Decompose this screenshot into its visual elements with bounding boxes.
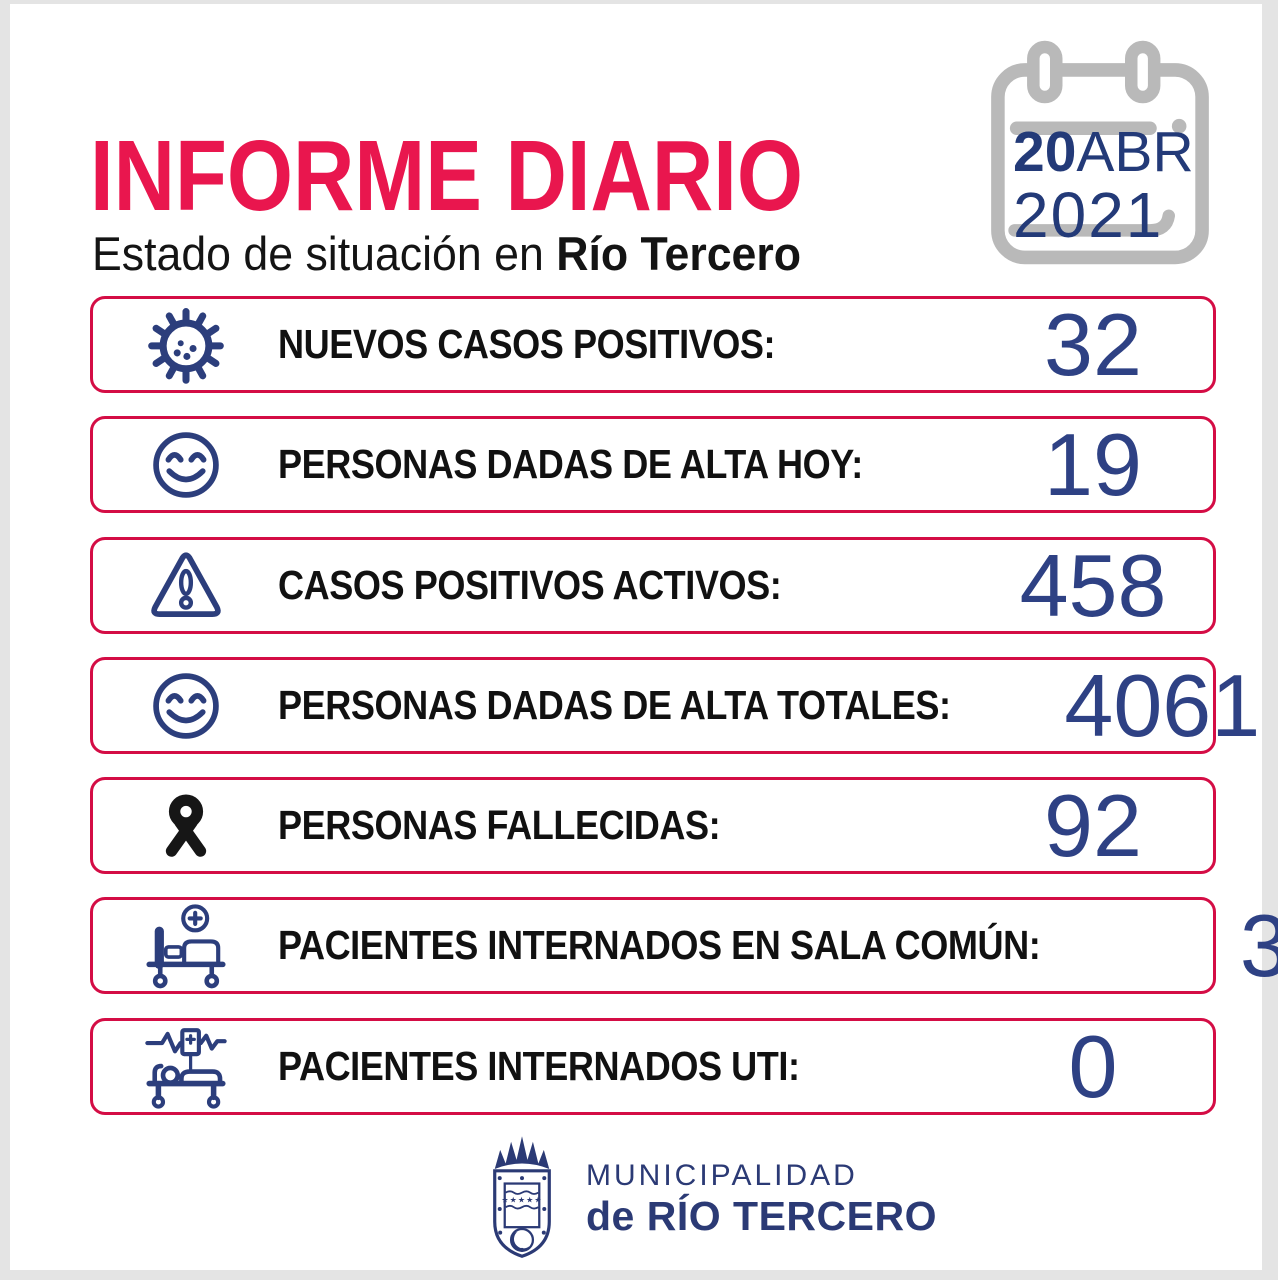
stat-value: 32 [1044,294,1142,394]
stat-label: PERSONAS DADAS DE ALTA TOTALES: [278,682,951,728]
subtitle-prefix: Estado de situación en [92,227,557,280]
subtitle-city: Río Tercero [556,227,802,280]
smiley-icon [93,421,278,509]
stat-value: 3 [1239,895,1278,995]
white-canvas: INFORME DIARIO Estado de situación en Rí… [10,4,1278,1270]
virus-icon [93,301,278,389]
calendar-icon [991,40,1209,265]
stat-label: PERSONAS FALLECIDAS: [278,802,721,848]
municipality-name: MUNICIPALIDAD de RÍO TERCERO [586,1159,937,1239]
stat-label: NUEVOS CASOS POSITIVOS: [278,321,776,367]
stat-value: 4061 [1064,655,1261,755]
footer-branding: ★★★★★ MUNICIPALIDAD de RÍO TERCERO [472,1130,937,1268]
stat-label: CASOS POSITIVOS ACTIVOS: [278,562,782,608]
stat-value: 19 [1044,414,1142,514]
page-subtitle: Estado de situación en Río Tercero [92,230,801,277]
stat-row-altas-hoy: PERSONAS DADAS DE ALTA HOY: 19 [90,416,1216,513]
stat-label: PACIENTES INTERNADOS UTI: [278,1043,800,1089]
page-title: INFORME DIARIO [90,120,804,232]
stat-value: 0 [1068,1016,1118,1116]
stat-row-internados-uti: PACIENTES INTERNADOS UTI: 0 [90,1018,1216,1115]
stat-row-casos-activos: CASOS POSITIVOS ACTIVOS: 458 [90,537,1216,634]
stat-row-nuevos-casos: NUEVOS CASOS POSITIVOS: 32 [90,296,1216,393]
warning-icon [93,542,278,630]
smiley-icon [93,662,278,750]
stat-label: PACIENTES INTERNADOS EN SALA COMÚN: [278,922,1041,968]
svg-text:★★★★★: ★★★★★ [501,1196,542,1205]
mourning-ribbon-icon [93,788,278,864]
stat-label: PERSONAS DADAS DE ALTA HOY: [278,441,863,487]
stat-row-fallecidas: PERSONAS FALLECIDAS: 92 [90,777,1216,874]
icu-bed-icon [93,1021,278,1113]
org-line1: MUNICIPALIDAD [586,1159,858,1193]
date-text: 20ABR 2021 [1013,124,1198,251]
stat-row-internados-sala-comun: PACIENTES INTERNADOS EN SALA COMÚN: 3 [90,897,1278,994]
date-year: 2021 [1013,179,1164,251]
stat-row-altas-totales: PERSONAS DADAS DE ALTA TOTALES: 4061 [90,657,1260,754]
date-month: ABR [1076,120,1194,184]
date-day: 20 [1013,120,1077,184]
calendar-date-badge: 20ABR 2021 [975,34,1225,284]
municipality-crest-icon: ★★★★★ [493,1136,551,1258]
stat-value: 92 [1044,775,1142,875]
hospital-bed-icon [93,900,278,992]
stat-value: 458 [1019,535,1167,635]
org-line2: de RÍO TERCERO [586,1192,937,1239]
